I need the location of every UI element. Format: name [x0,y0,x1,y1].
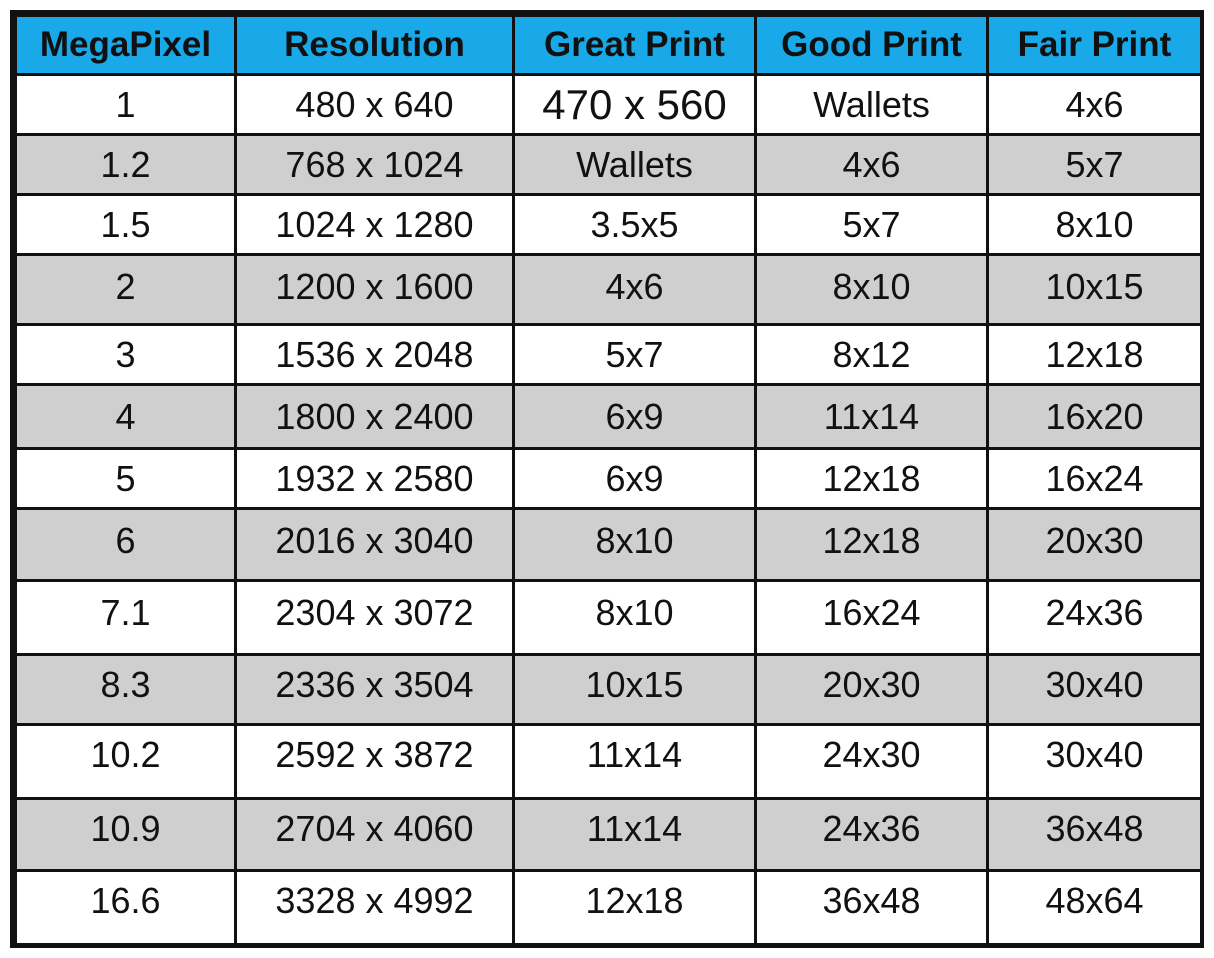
cell-megapixel: 16.6 [14,869,237,946]
cell-megapixel: 1.5 [14,193,237,256]
header-great-print: Great Print [512,14,757,76]
cell-great-print: 5x7 [512,323,757,386]
cell-good-print: 11x14 [754,383,989,450]
cell-great-print: 470 x 560 [512,73,757,136]
table-row: 1.2 768 x 1024 Wallets 4x6 5x7 [14,133,1203,196]
cell-fair-print: 12x18 [986,323,1203,386]
cell-good-print: 8x10 [754,253,989,326]
cell-good-print: 24x36 [754,797,989,872]
cell-great-print: 10x15 [512,653,757,726]
cell-fair-print: 4x6 [986,73,1203,136]
table-row: 8.3 2336 x 3504 10x15 20x30 30x40 [14,653,1203,726]
cell-megapixel: 2 [14,253,237,326]
table-row: 6 2016 x 3040 8x10 12x18 20x30 [14,507,1203,582]
cell-resolution: 1536 x 2048 [234,323,515,386]
cell-megapixel: 4 [14,383,237,450]
cell-fair-print: 5x7 [986,133,1203,196]
cell-fair-print: 30x40 [986,653,1203,726]
cell-great-print: 8x10 [512,579,757,656]
header-fair-print: Fair Print [986,14,1203,76]
cell-resolution: 2704 x 4060 [234,797,515,872]
table-row: 3 1536 x 2048 5x7 8x12 12x18 [14,323,1203,386]
cell-fair-print: 8x10 [986,193,1203,256]
cell-good-print: 24x30 [754,723,989,800]
cell-good-print: 20x30 [754,653,989,726]
cell-megapixel: 8.3 [14,653,237,726]
table-row: 5 1932 x 2580 6x9 12x18 16x24 [14,447,1203,510]
cell-fair-print: 16x20 [986,383,1203,450]
cell-fair-print: 10x15 [986,253,1203,326]
cell-megapixel: 7.1 [14,579,237,656]
cell-fair-print: 20x30 [986,507,1203,582]
table-row: 4 1800 x 2400 6x9 11x14 16x20 [14,383,1203,450]
cell-resolution: 1024 x 1280 [234,193,515,256]
print-size-table-container: MegaPixel Resolution Great Print Good Pr… [10,10,1204,948]
table-row: 7.1 2304 x 3072 8x10 16x24 24x36 [14,579,1203,656]
cell-fair-print: 30x40 [986,723,1203,800]
cell-resolution: 1200 x 1600 [234,253,515,326]
cell-resolution: 1932 x 2580 [234,447,515,510]
table-row: 10.2 2592 x 3872 11x14 24x30 30x40 [14,723,1203,800]
cell-megapixel: 3 [14,323,237,386]
cell-megapixel: 1.2 [14,133,237,196]
cell-great-print: 4x6 [512,253,757,326]
cell-megapixel: 6 [14,507,237,582]
table-body: 1 480 x 640 470 x 560 Wallets 4x6 1.2 76… [14,73,1203,946]
header-row: MegaPixel Resolution Great Print Good Pr… [14,14,1203,76]
cell-good-print: 12x18 [754,447,989,510]
cell-resolution: 768 x 1024 [234,133,515,196]
cell-great-print: Wallets [512,133,757,196]
cell-resolution: 480 x 640 [234,73,515,136]
cell-fair-print: 48x64 [986,869,1203,946]
cell-good-print: Wallets [754,73,989,136]
cell-good-print: 36x48 [754,869,989,946]
table-row: 2 1200 x 1600 4x6 8x10 10x15 [14,253,1203,326]
print-size-table: MegaPixel Resolution Great Print Good Pr… [14,14,1203,946]
header-resolution: Resolution [234,14,515,76]
cell-great-print: 12x18 [512,869,757,946]
header-good-print: Good Print [754,14,989,76]
cell-resolution: 3328 x 4992 [234,869,515,946]
cell-good-print: 16x24 [754,579,989,656]
cell-megapixel: 5 [14,447,237,510]
cell-great-print: 11x14 [512,723,757,800]
cell-great-print: 8x10 [512,507,757,582]
cell-megapixel: 1 [14,73,237,136]
cell-great-print: 3.5x5 [512,193,757,256]
cell-fair-print: 36x48 [986,797,1203,872]
cell-resolution: 1800 x 2400 [234,383,515,450]
cell-resolution: 2016 x 3040 [234,507,515,582]
cell-great-print: 6x9 [512,447,757,510]
cell-fair-print: 24x36 [986,579,1203,656]
cell-great-print: 6x9 [512,383,757,450]
cell-good-print: 5x7 [754,193,989,256]
cell-good-print: 8x12 [754,323,989,386]
cell-resolution: 2336 x 3504 [234,653,515,726]
table-row: 10.9 2704 x 4060 11x14 24x36 36x48 [14,797,1203,872]
table-row: 16.6 3328 x 4992 12x18 36x48 48x64 [14,869,1203,946]
cell-great-print: 11x14 [512,797,757,872]
cell-fair-print: 16x24 [986,447,1203,510]
table-row: 1.5 1024 x 1280 3.5x5 5x7 8x10 [14,193,1203,256]
cell-good-print: 4x6 [754,133,989,196]
header-megapixel: MegaPixel [14,14,237,76]
cell-good-print: 12x18 [754,507,989,582]
cell-resolution: 2592 x 3872 [234,723,515,800]
cell-megapixel: 10.2 [14,723,237,800]
cell-megapixel: 10.9 [14,797,237,872]
table-row: 1 480 x 640 470 x 560 Wallets 4x6 [14,73,1203,136]
cell-resolution: 2304 x 3072 [234,579,515,656]
table-header: MegaPixel Resolution Great Print Good Pr… [14,14,1203,76]
